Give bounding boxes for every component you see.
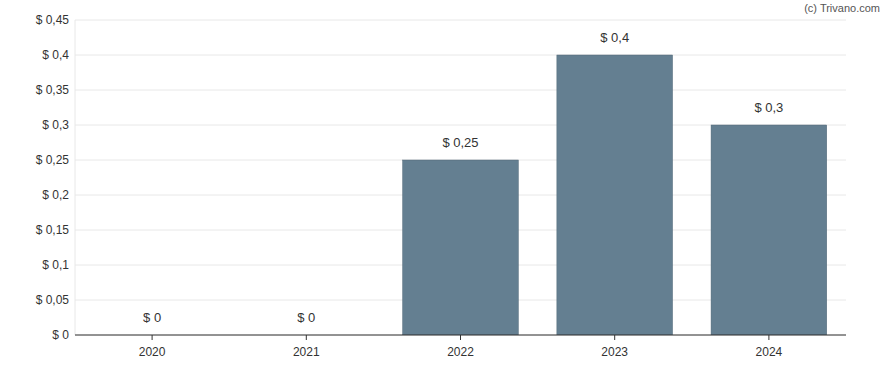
- y-axis-line: [75, 20, 76, 335]
- y-tick-label: $ 0,4: [42, 48, 69, 62]
- x-tick-label: 2022: [447, 345, 474, 359]
- y-tick-label: $ 0,05: [36, 293, 70, 307]
- y-tick-label: $ 0,35: [36, 83, 70, 97]
- grid-line: [75, 20, 846, 21]
- y-tick-label: $ 0,15: [36, 223, 70, 237]
- bar: [711, 125, 827, 335]
- y-tick-label: $ 0,25: [36, 153, 70, 167]
- x-tick-label: 2021: [293, 345, 320, 359]
- x-tick-label: 2020: [139, 345, 166, 359]
- x-tick: [768, 335, 769, 340]
- y-tick-label: $ 0,1: [42, 258, 69, 272]
- bars: [403, 55, 827, 335]
- x-tick-label: 2024: [756, 345, 783, 359]
- bar: [557, 55, 673, 335]
- x-tick-label: 2023: [601, 345, 628, 359]
- data-label: $ 0,3: [754, 100, 783, 115]
- bar: [403, 160, 519, 335]
- data-label: $ 0,4: [600, 30, 629, 45]
- y-tick-label: $ 0,2: [42, 188, 69, 202]
- grid-line: [75, 55, 846, 56]
- y-tick-label: $ 0,3: [42, 118, 69, 132]
- x-tick: [152, 335, 153, 340]
- x-tick: [306, 335, 307, 340]
- y-tick-label: $ 0,45: [36, 13, 70, 27]
- data-label: $ 0: [297, 310, 315, 325]
- annotation: (c) Trivano.com: [804, 2, 880, 14]
- grid-line: [75, 90, 846, 91]
- data-label: $ 0: [143, 310, 161, 325]
- data-label: $ 0,25: [442, 135, 478, 150]
- x-tick: [460, 335, 461, 340]
- x-tick: [614, 335, 615, 340]
- chart: $ 0 $ 0,05 $ 0,1 $ 0,15 $ 0,2 $ 0,25 $ 0,3 $ 0,…: [0, 0, 888, 370]
- y-tick-label: $ 0: [52, 328, 69, 342]
